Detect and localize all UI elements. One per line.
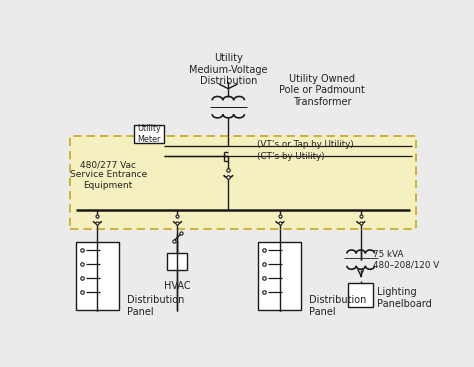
Text: (CT’s by Utility): (CT’s by Utility) [257, 152, 324, 161]
Text: 75 kVA
480–208/120 V: 75 kVA 480–208/120 V [373, 250, 439, 269]
Text: Utility
Meter: Utility Meter [137, 124, 161, 144]
Text: Utility
Medium-Voltage
Distribution: Utility Medium-Voltage Distribution [189, 53, 267, 87]
Text: (VT’s or Tap by Utility): (VT’s or Tap by Utility) [257, 139, 354, 149]
Bar [76, 242, 119, 310]
Text: Utility Owned
Pole or Padmount
Transformer: Utility Owned Pole or Padmount Transform… [279, 74, 365, 107]
Bar [167, 254, 188, 270]
Bar [70, 137, 416, 229]
Text: Lighting
Panelboard: Lighting Panelboard [377, 287, 432, 309]
Bar [348, 283, 373, 308]
Text: HVAC: HVAC [164, 281, 191, 291]
Bar [134, 125, 164, 143]
Text: 480/277 Vac
Service Entrance
Equipment: 480/277 Vac Service Entrance Equipment [70, 160, 147, 190]
Text: Distribution
Panel: Distribution Panel [127, 295, 184, 317]
Text: Distribution
Panel: Distribution Panel [309, 295, 366, 317]
Bar [258, 242, 301, 310]
